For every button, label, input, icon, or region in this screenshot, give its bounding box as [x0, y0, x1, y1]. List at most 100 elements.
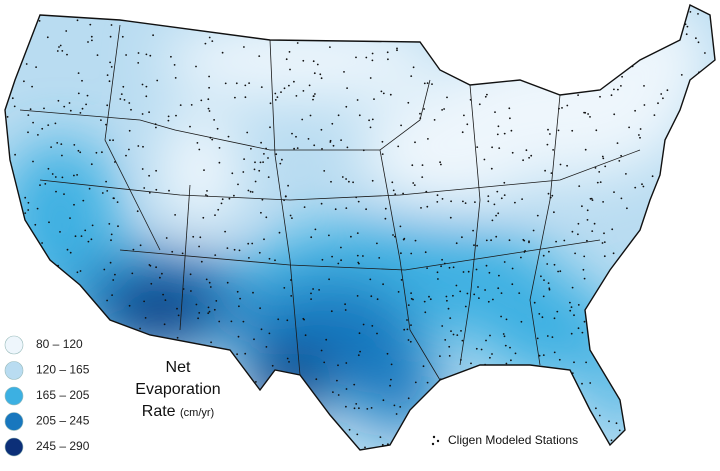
station: [611, 228, 614, 231]
station: [190, 290, 192, 292]
station: [399, 406, 402, 408]
station: [642, 185, 645, 188]
station: [164, 299, 167, 301]
station: [412, 182, 415, 184]
station: [639, 136, 641, 139]
station: [566, 104, 569, 107]
station: [478, 103, 481, 106]
legend-label: 165 – 205: [36, 388, 90, 402]
station: [112, 279, 115, 281]
station: [207, 98, 210, 101]
station: [589, 382, 592, 384]
station: [577, 94, 579, 96]
station: [259, 161, 262, 164]
station: [260, 86, 263, 88]
station: [657, 102, 659, 105]
station: [433, 119, 436, 121]
station: [329, 141, 332, 143]
station: [91, 224, 94, 227]
station: [32, 121, 34, 124]
station: [79, 151, 82, 154]
station: [452, 333, 455, 336]
station: [558, 358, 561, 361]
station: [279, 162, 282, 165]
station: [485, 239, 488, 242]
legend-title: Evaporation: [135, 381, 220, 398]
station: [426, 205, 429, 208]
station: [249, 190, 252, 193]
station: [258, 169, 261, 172]
station: [277, 318, 280, 321]
station: [109, 35, 112, 38]
station: [490, 167, 493, 170]
station: [503, 194, 506, 197]
station: [51, 173, 54, 175]
station: [455, 242, 458, 245]
station: [653, 114, 656, 116]
station: [276, 96, 279, 98]
station: [234, 96, 236, 99]
station: [536, 337, 539, 340]
station: [448, 266, 451, 269]
station: [634, 186, 637, 189]
station: [230, 320, 233, 323]
station: [11, 97, 14, 100]
station: [255, 381, 257, 383]
station: [484, 363, 486, 366]
station: [198, 148, 201, 151]
station: [248, 257, 250, 259]
station: [176, 307, 178, 310]
station: [551, 194, 554, 197]
station: [371, 325, 374, 327]
station: [584, 148, 587, 151]
station: [387, 58, 389, 61]
station: [496, 190, 499, 193]
region: [160, 20, 440, 100]
station: [365, 208, 367, 211]
station: [283, 87, 286, 90]
station: [356, 295, 359, 297]
station: [410, 75, 413, 77]
station: [278, 231, 281, 234]
station: [248, 82, 251, 84]
station: [574, 252, 576, 255]
station: [353, 407, 356, 410]
station: [321, 258, 324, 261]
region: [590, 5, 710, 120]
station: [54, 176, 57, 178]
station: [532, 229, 535, 232]
station: [120, 93, 123, 95]
station: [395, 413, 398, 415]
station: [37, 134, 39, 136]
station: [591, 230, 594, 233]
station: [626, 207, 628, 210]
station: [139, 327, 142, 330]
station: [530, 154, 533, 157]
station: [320, 202, 323, 205]
station: [244, 352, 247, 355]
station: [615, 422, 618, 425]
station: [337, 394, 340, 396]
station: [196, 142, 199, 144]
station: [493, 203, 496, 206]
station: [274, 99, 277, 101]
station: [603, 255, 606, 258]
station: [228, 197, 231, 200]
station: [570, 332, 573, 335]
station: [470, 362, 472, 365]
station: [141, 168, 144, 170]
station: [303, 318, 305, 321]
station: [320, 349, 323, 352]
station: [289, 214, 292, 217]
station: [371, 118, 374, 121]
station: [214, 214, 216, 217]
station: [439, 161, 441, 164]
station: [233, 194, 235, 197]
region: [105, 280, 215, 340]
station: [81, 79, 83, 82]
station: [211, 40, 214, 42]
station: [63, 193, 65, 196]
station: [142, 145, 144, 148]
station: [46, 36, 49, 39]
station: [428, 295, 430, 298]
